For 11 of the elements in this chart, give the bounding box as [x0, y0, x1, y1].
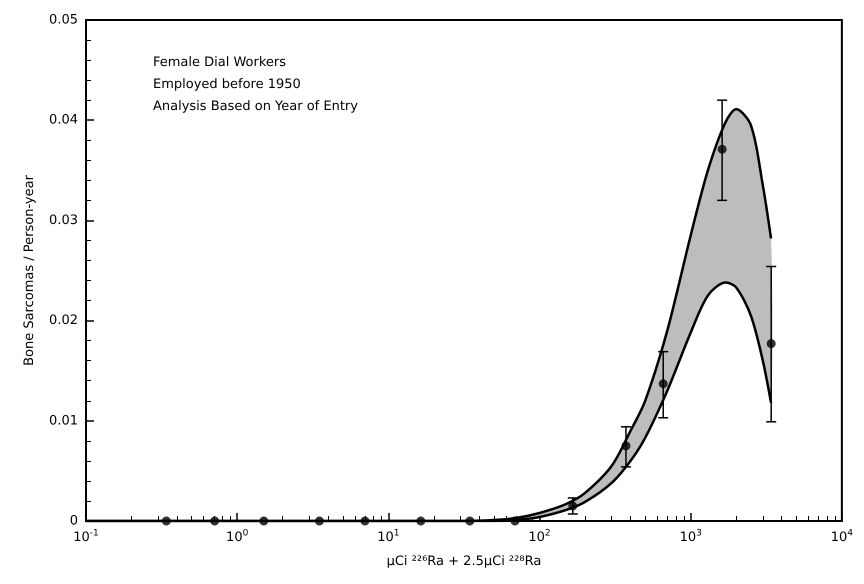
y-tick-label: 0 [70, 514, 78, 528]
x-axis-title: μCi ²²⁶Ra + 2.5μCi ²²⁸Ra [386, 554, 542, 569]
annotation: Female Dial Workers [153, 55, 286, 70]
y-tick-label: 0.05 [49, 12, 78, 28]
annotation: Analysis Based on Year of Entry [153, 99, 358, 114]
y-tick-label: 0.01 [49, 413, 78, 428]
annotation: Employed before 1950 [153, 77, 301, 92]
y-tick-label: 0.03 [49, 212, 78, 228]
y-axis-title: Bone Sarcomas / Person-year [22, 174, 37, 366]
y-tick-label: 0.04 [49, 112, 78, 128]
y-tick-label: 0.02 [49, 313, 78, 328]
